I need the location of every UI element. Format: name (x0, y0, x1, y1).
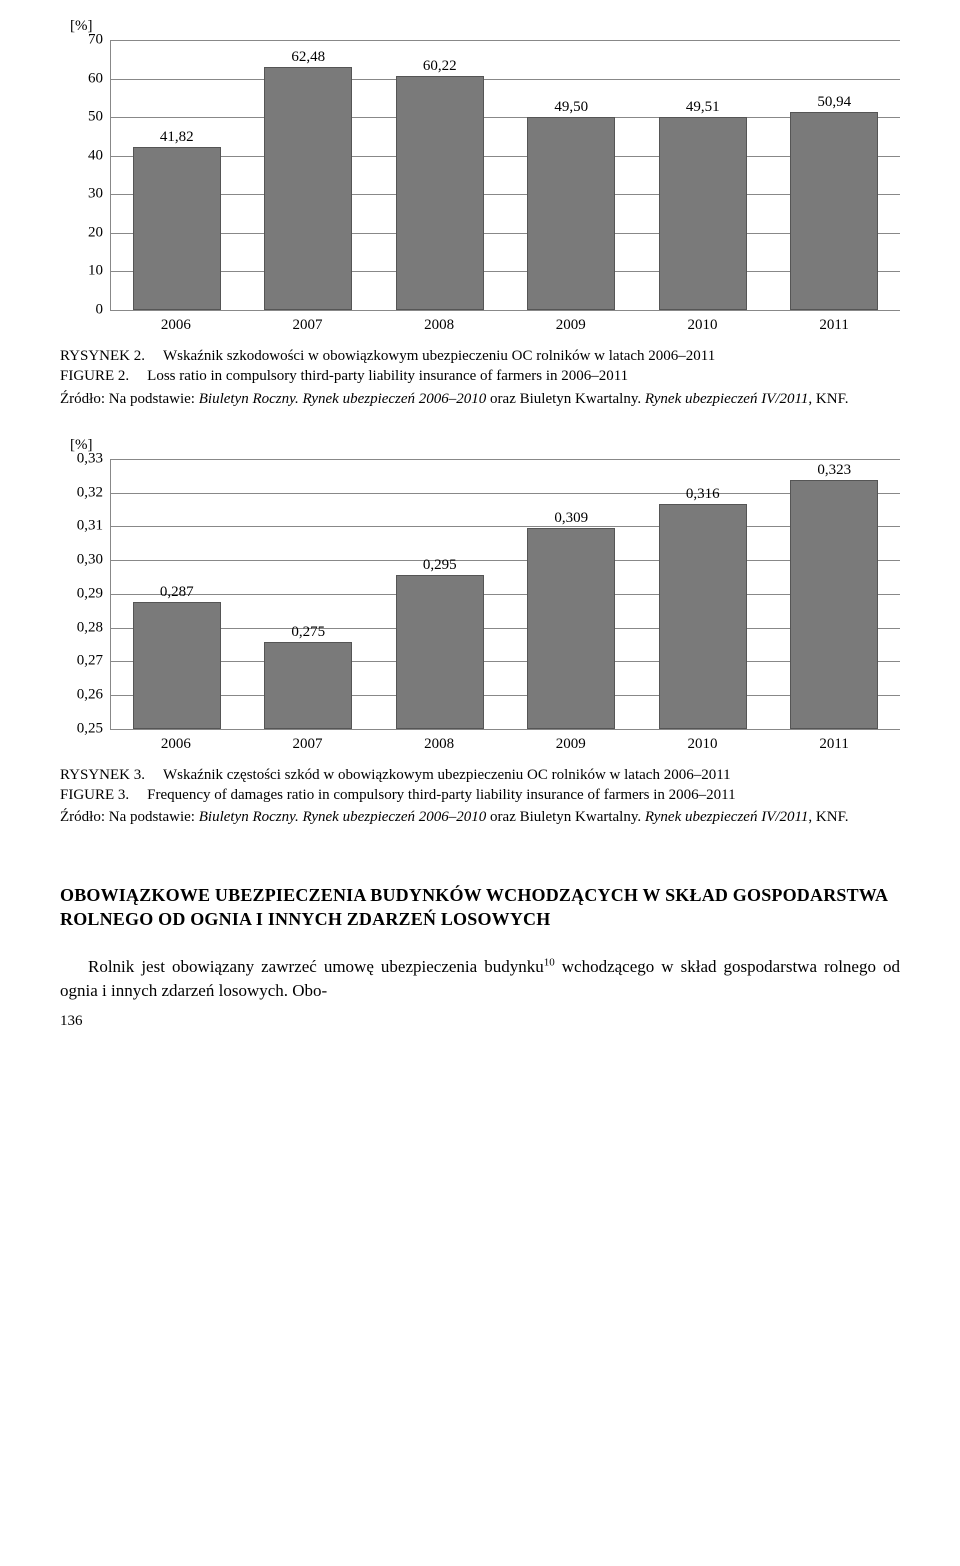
bar-wrap: 62,48 (265, 40, 351, 310)
x-tick-label: 2007 (264, 317, 350, 334)
chart2-caption-en-key: FIGURE 3. (60, 785, 147, 805)
y-tick-label: 20 (88, 224, 111, 241)
section-title: OBOWIĄZKOWE UBEZPIECZENIA BUDYNKÓW WCHOD… (60, 883, 900, 932)
bar-value-label: 62,48 (291, 49, 325, 66)
chart-1: [%] 01020304050607041,8262,4860,2249,504… (60, 40, 900, 334)
chart1-plot-area: 01020304050607041,8262,4860,2249,5049,51… (110, 40, 900, 311)
bar (527, 528, 615, 729)
y-tick-label: 50 (88, 109, 111, 126)
y-tick-label: 70 (88, 32, 111, 49)
y-tick-label: 0,25 (77, 720, 111, 737)
y-tick-label: 10 (88, 263, 111, 280)
y-tick-label: 30 (88, 186, 111, 203)
footnote-ref-10: 10 (544, 956, 555, 968)
page-number: 136 (60, 1013, 900, 1030)
chart2-x-labels: 2006 2007 2008 2009 2010 2011 (110, 736, 900, 753)
y-tick-label: 0,33 (77, 450, 111, 467)
bar-value-label: 0,323 (817, 462, 851, 479)
chart2-caption-pl-key: RYSYNEK 3. (60, 765, 163, 785)
x-tick-label: 2007 (264, 736, 350, 753)
bar (790, 480, 878, 728)
x-tick-label: 2010 (659, 317, 745, 334)
bar-value-label: 50,94 (817, 94, 851, 111)
chart-2: [%] 0,250,260,270,280,290,300,310,320,33… (60, 459, 900, 753)
section-body: Rolnik jest obowiązany zawrzeć umowę ube… (60, 955, 900, 1003)
y-tick-label: 0,27 (77, 653, 111, 670)
bar-wrap: 60,22 (397, 40, 483, 310)
bar-wrap: 0,316 (660, 459, 746, 729)
chart1-caption-en-key: FIGURE 2. (60, 366, 147, 386)
bar (133, 147, 221, 310)
chart2-plot-area: 0,250,260,270,280,290,300,310,320,330,28… (110, 459, 900, 730)
x-tick-label: 2008 (396, 317, 482, 334)
bar-wrap: 0,323 (791, 459, 877, 729)
chart2-caption: RYSYNEK 3. Wskaźnik częstości szkód w ob… (60, 765, 900, 828)
x-tick-label: 2009 (528, 736, 614, 753)
bar-wrap: 49,51 (660, 40, 746, 310)
x-tick-label: 2008 (396, 736, 482, 753)
x-tick-label: 2006 (133, 317, 219, 334)
y-tick-label: 0,31 (77, 518, 111, 535)
chart2-caption-en-text: Frequency of damages ratio in compulsory… (147, 785, 900, 805)
bar-value-label: 41,82 (160, 129, 194, 146)
y-tick-label: 0,29 (77, 585, 111, 602)
bar (264, 642, 352, 728)
y-tick-label: 0,28 (77, 619, 111, 636)
x-tick-label: 2006 (133, 736, 219, 753)
bar-value-label: 0,309 (554, 510, 588, 527)
bar (659, 117, 747, 310)
x-tick-label: 2011 (791, 317, 877, 334)
bars-row: 0,287 0,275 0,295 0,309 0,316 0,323 (111, 459, 900, 729)
bar (659, 504, 747, 729)
bar (527, 117, 615, 310)
bar-value-label: 0,316 (686, 486, 720, 503)
y-tick-label: 40 (88, 147, 111, 164)
bar (396, 575, 484, 729)
chart1-x-labels: 2006 2007 2008 2009 2010 2011 (110, 317, 900, 334)
bar (264, 67, 352, 310)
chart1-caption-pl-text: Wskaźnik szkodowości w obowiązkowym ubez… (163, 346, 900, 366)
bar-wrap: 0,275 (265, 459, 351, 729)
chart1-source: Źródło: Na podstawie: Biuletyn Roczny. R… (60, 389, 900, 409)
bar-wrap: 0,295 (397, 459, 483, 729)
bar (396, 76, 484, 310)
bar-wrap: 50,94 (791, 40, 877, 310)
bar-value-label: 60,22 (423, 58, 457, 75)
bar (133, 602, 221, 729)
x-tick-label: 2011 (791, 736, 877, 753)
chart1-caption: RYSYNEK 2. Wskaźnik szkodowości w obowią… (60, 346, 900, 409)
bar-value-label: 49,51 (686, 99, 720, 116)
bar-value-label: 0,295 (423, 557, 457, 574)
bar-value-label: 0,287 (160, 584, 194, 601)
chart2-caption-pl-text: Wskaźnik częstości szkód w obowiązkowym … (163, 765, 900, 785)
bar (790, 112, 878, 310)
bar-value-label: 0,275 (291, 624, 325, 641)
chart1-caption-en-text: Loss ratio in compulsory third-party lia… (147, 366, 900, 386)
bar-wrap: 0,309 (528, 459, 614, 729)
bar-value-label: 49,50 (554, 99, 588, 116)
chart1-caption-pl-key: RYSYNEK 2. (60, 346, 163, 366)
bar-wrap: 49,50 (528, 40, 614, 310)
bar-wrap: 41,82 (134, 40, 220, 310)
x-tick-label: 2009 (528, 317, 614, 334)
y-tick-label: 0 (96, 302, 112, 319)
y-tick-label: 0,26 (77, 687, 111, 704)
y-tick-label: 60 (88, 70, 111, 87)
y-tick-label: 0,30 (77, 552, 111, 569)
bars-row: 41,82 62,48 60,22 49,50 49,51 50,94 (111, 40, 900, 310)
bar-wrap: 0,287 (134, 459, 220, 729)
chart2-source: Źródło: Na podstawie: Biuletyn Roczny. R… (60, 807, 900, 827)
y-tick-label: 0,32 (77, 484, 111, 501)
x-tick-label: 2010 (659, 736, 745, 753)
